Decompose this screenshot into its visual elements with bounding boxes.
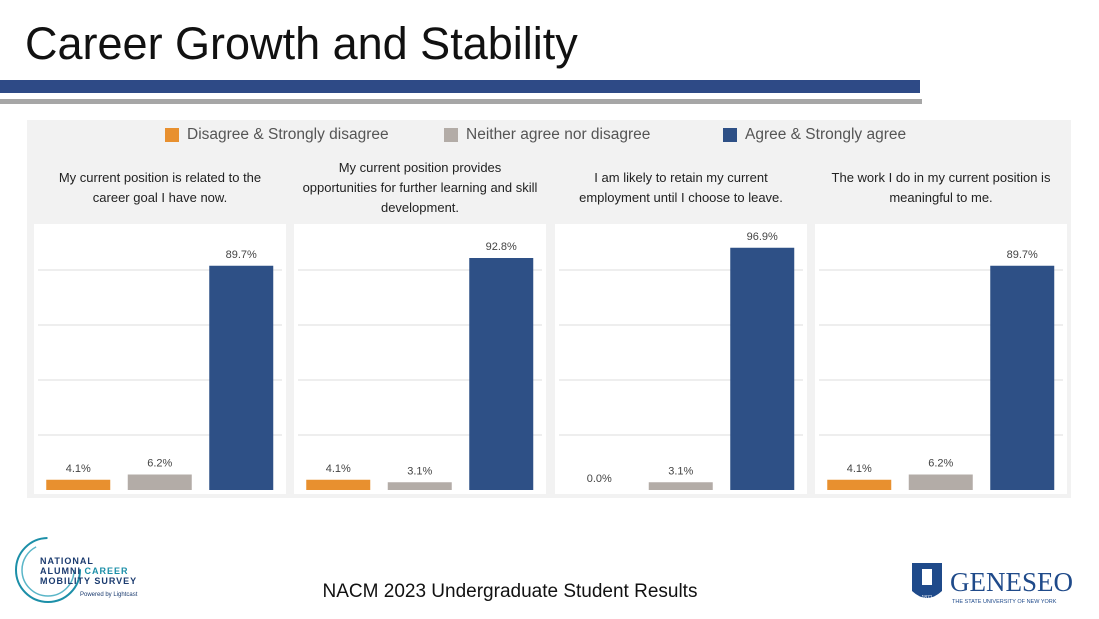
legend-item: Disagree & Strongly disagree bbox=[165, 126, 389, 144]
legend-label: Disagree & Strongly disagree bbox=[187, 126, 389, 143]
bar bbox=[469, 258, 534, 490]
bar bbox=[306, 479, 371, 490]
value-label: 89.7% bbox=[226, 249, 257, 261]
panel-title: My current position is related to the ca… bbox=[58, 170, 262, 205]
value-label: 3.1% bbox=[407, 465, 432, 477]
value-label: 3.1% bbox=[668, 465, 693, 477]
logo-tower bbox=[922, 569, 932, 585]
slide-title: Career Growth and Stability bbox=[25, 18, 578, 69]
logo-year: 1871 bbox=[921, 595, 932, 601]
logo-ring bbox=[15, 537, 81, 603]
bar bbox=[209, 265, 274, 490]
value-label: 92.8% bbox=[486, 241, 517, 253]
logo-text: ALUMNI CAREER bbox=[40, 566, 129, 576]
bar bbox=[990, 265, 1055, 490]
title-rule-thin bbox=[0, 99, 922, 104]
footer: NACM 2023 Undergraduate Student Results bbox=[322, 581, 698, 602]
title-rule bbox=[0, 80, 920, 93]
value-label: 4.1% bbox=[847, 463, 872, 475]
logo-text: Powered by Lightcast bbox=[80, 592, 138, 598]
bar bbox=[648, 482, 713, 490]
value-label: 4.1% bbox=[326, 463, 351, 475]
value-label: 6.2% bbox=[928, 458, 953, 470]
value-label: 96.9% bbox=[747, 231, 778, 243]
bar bbox=[730, 247, 795, 490]
bar bbox=[908, 474, 973, 490]
panel-title: The work I do in my current position is … bbox=[831, 170, 1051, 205]
value-label: 4.1% bbox=[66, 463, 91, 475]
panel-title: I am likely to retain my current employm… bbox=[579, 170, 783, 205]
value-label: 6.2% bbox=[147, 458, 172, 470]
panel: 0.0% 3.1% 96.9% bbox=[555, 224, 807, 494]
bar bbox=[387, 482, 452, 490]
panel-title: My current position provides opportuniti… bbox=[302, 160, 538, 215]
bar bbox=[827, 479, 892, 490]
legend-swatch bbox=[723, 128, 737, 142]
logo-ring bbox=[21, 543, 75, 597]
value-label: 0.0% bbox=[587, 473, 612, 485]
bar bbox=[46, 479, 111, 490]
nacm-logo: NATIONAL ALUMNI CAREER MOBILITY SURVEY P… bbox=[15, 537, 138, 603]
geneseo-logo: 1871 GENESEO THE STATE UNIVERSITY OF NEW… bbox=[912, 563, 1073, 605]
logo-text: CAREER bbox=[85, 566, 129, 576]
panel: 4.1% 6.2% 89.7% bbox=[34, 224, 286, 494]
legend-label: Agree & Strongly agree bbox=[745, 126, 907, 143]
logo-text: NATIONAL bbox=[40, 556, 94, 566]
value-label: 89.7% bbox=[1007, 249, 1038, 261]
panel: 4.1% 6.2% 89.7% bbox=[815, 224, 1067, 494]
legend-item: Agree & Strongly agree bbox=[723, 126, 906, 144]
legend-item: Neither agree nor disagree bbox=[444, 126, 650, 144]
legend-swatch bbox=[444, 128, 458, 142]
panel: 4.1% 3.1% 92.8% bbox=[294, 224, 546, 494]
logo-name: GENESEO bbox=[950, 567, 1073, 597]
logo-text: ALUMNI bbox=[40, 566, 81, 576]
bar bbox=[127, 474, 192, 490]
logo-text: MOBILITY SURVEY bbox=[40, 576, 137, 586]
logo-sub: THE STATE UNIVERSITY OF NEW YORK bbox=[952, 599, 1057, 605]
legend-swatch bbox=[165, 128, 179, 142]
legend-label: Neither agree nor disagree bbox=[466, 126, 651, 143]
